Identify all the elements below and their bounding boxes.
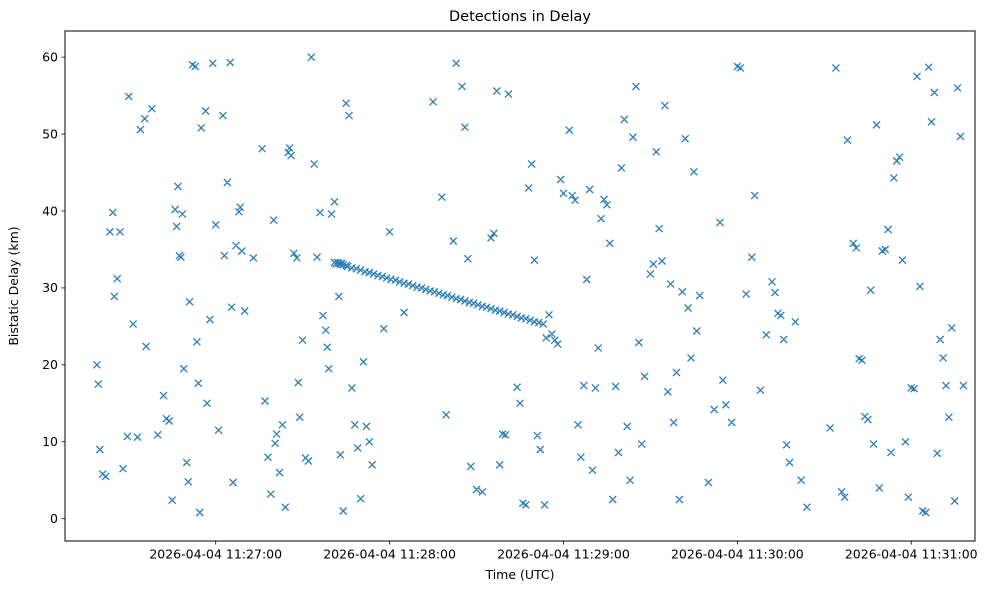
y-tick-label: 0	[50, 511, 58, 526]
x-tick-label: 2026-04-04 11:28:00	[323, 547, 456, 562]
y-tick-label: 30	[42, 280, 58, 295]
y-tick-label: 50	[42, 126, 58, 141]
plot-area-border	[64, 30, 976, 542]
y-tick-label: 20	[42, 357, 58, 372]
y-tick-label: 60	[42, 49, 58, 64]
y-tick-label: 40	[42, 203, 58, 218]
x-tick-label: 2026-04-04 11:29:00	[497, 547, 630, 562]
y-axis-label: Bistatic Delay (km)	[6, 226, 21, 345]
axis-ticks: 2026-04-04 11:27:00 2026-04-04 11:28:00 20…	[42, 49, 978, 561]
x-axis-label: Time (UTC)	[484, 567, 554, 582]
scatter-marker-path	[92, 53, 968, 517]
x-tick-label: 2026-04-04 11:31:00	[845, 547, 978, 562]
x-tick-label: 2026-04-04 11:27:00	[149, 547, 282, 562]
x-tick-label: 2026-04-04 11:30:00	[671, 547, 804, 562]
chart-title: Detections in Delay	[449, 9, 591, 25]
scatter-points	[92, 53, 968, 517]
y-tick-label: 10	[42, 434, 58, 449]
